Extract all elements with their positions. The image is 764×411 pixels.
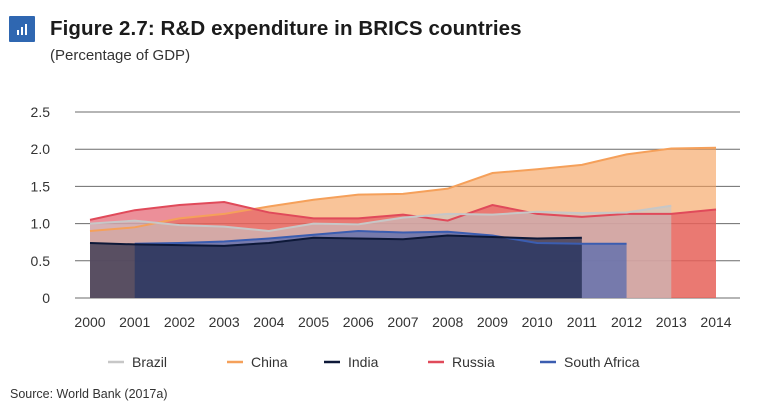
legend: Brazil China India Russia South Africa [108, 354, 640, 370]
y-tick-label: 2.5 [31, 104, 51, 120]
line-south-africa [134, 230, 627, 245]
page-title: Figure 2.7: R&D expenditure in BRICS cou… [50, 17, 522, 40]
x-tick-label: 2007 [387, 314, 418, 330]
x-axis: 2000 2001 2002 2003 2004 2005 2006 2007 2008 2009… [74, 314, 731, 330]
source-note: Source: World Bank (2017a) [10, 387, 168, 401]
line-india [89, 234, 582, 247]
legend-label-china: China [251, 354, 288, 370]
y-axis: 0 0.5 1.0 1.5 2.0 2.5 [31, 104, 51, 306]
y-tick-label: 1.0 [31, 216, 51, 232]
x-tick-label: 2009 [477, 314, 508, 330]
y-tick-label: 0 [42, 290, 50, 306]
bar-chart-icon [9, 16, 35, 42]
area-india [90, 235, 582, 298]
legend-label-india: India [348, 354, 379, 370]
x-tick-label: 2002 [164, 314, 195, 330]
y-tick-label: 2.0 [31, 141, 51, 157]
series-lines [89, 146, 717, 247]
x-tick-label: 2012 [611, 314, 642, 330]
y-tick-label: 0.5 [31, 253, 51, 269]
line-russia [89, 201, 717, 222]
line-china [89, 146, 717, 233]
y-tick-label: 1.5 [31, 178, 51, 194]
chart-subtitle: (Percentage of GDP) [50, 47, 191, 64]
legend-label-brazil: Brazil [132, 354, 167, 370]
line-brazil [89, 204, 672, 233]
series-areas [90, 147, 716, 298]
x-tick-label: 2011 [567, 314, 597, 330]
x-tick-label: 2000 [74, 314, 105, 330]
legend-label-russia: Russia [452, 354, 495, 370]
x-tick-label: 2004 [253, 314, 284, 330]
x-tick-label: 2003 [209, 314, 240, 330]
x-tick-label: 2005 [298, 314, 329, 330]
x-tick-label: 2014 [700, 314, 731, 330]
x-tick-label: 2008 [432, 314, 463, 330]
x-tick-label: 2013 [656, 314, 687, 330]
x-tick-label: 2010 [522, 314, 553, 330]
x-tick-label: 2006 [343, 314, 374, 330]
legend-label-south-africa: South Africa [564, 354, 640, 370]
x-tick-label: 2001 [119, 314, 150, 330]
